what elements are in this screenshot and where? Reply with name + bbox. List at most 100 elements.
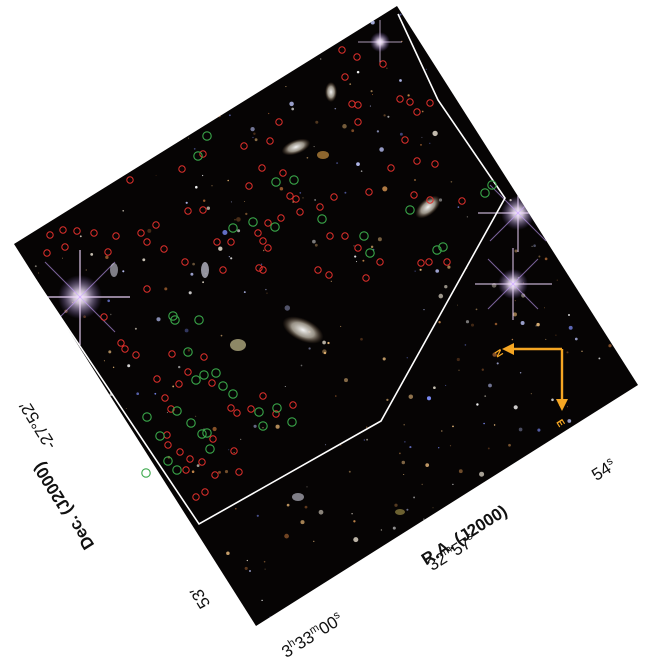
green-source-marker: [170, 315, 180, 325]
background-source: [103, 360, 105, 362]
background-source: [186, 523, 190, 527]
background-source: [81, 28, 83, 30]
background-source: [16, 140, 20, 144]
background-source: [553, 93, 556, 96]
background-source: [122, 270, 125, 273]
background-source: [429, 142, 431, 144]
background-source: [410, 602, 412, 604]
green-source-marker: [202, 131, 212, 141]
background-source: [577, 471, 580, 474]
background-source: [266, 292, 268, 294]
background-source: [406, 508, 409, 511]
red-source-marker: [121, 345, 129, 353]
green-source-marker: [205, 444, 215, 454]
background-source: [134, 18, 138, 23]
background-source: [568, 458, 570, 460]
background-source: [432, 130, 438, 137]
red-source-marker: [266, 137, 274, 145]
background-source: [86, 387, 88, 389]
background-source: [128, 539, 130, 541]
background-source: [263, 560, 266, 563]
background-source: [547, 44, 549, 46]
background-source: [22, 352, 24, 354]
red-source-marker: [73, 227, 81, 235]
green-source-marker: [172, 406, 182, 416]
background-source: [254, 138, 258, 142]
background-source: [33, 383, 36, 386]
red-source-marker: [264, 244, 272, 252]
red-source-marker: [254, 229, 262, 237]
background-source: [50, 560, 54, 565]
background-source: [623, 74, 627, 78]
background-source: [482, 490, 487, 495]
background-source: [518, 427, 523, 432]
background-source: [324, 34, 327, 37]
background-source: [386, 67, 388, 69]
background-source: [229, 114, 231, 117]
background-source: [268, 72, 270, 74]
background-source: [14, 309, 16, 312]
background-source: [110, 477, 115, 482]
background-source: [516, 51, 519, 54]
background-source: [476, 403, 479, 406]
background-source: [372, 593, 374, 595]
background-source: [413, 496, 416, 499]
background-source: [364, 6, 368, 10]
background-source: [517, 510, 520, 512]
background-source: [543, 584, 545, 587]
background-source: [334, 107, 337, 110]
background-source: [353, 520, 356, 523]
background-source: [452, 612, 457, 617]
background-source: [555, 578, 558, 581]
background-source: [196, 464, 200, 467]
background-source: [234, 507, 237, 510]
background-source: [274, 13, 277, 16]
green-source-marker: [202, 428, 212, 438]
red-source-marker: [354, 118, 362, 126]
background-source: [409, 446, 412, 449]
compass-north-arrowhead: [502, 343, 514, 355]
background-source: [423, 518, 425, 520]
background-source: [198, 622, 201, 625]
background-source: [312, 27, 315, 30]
background-source: [275, 424, 280, 429]
red-source-marker: [200, 353, 208, 361]
background-source: [377, 237, 382, 242]
background-source: [610, 20, 614, 24]
background-source: [552, 494, 557, 499]
background-source: [236, 217, 241, 222]
background-source: [604, 439, 606, 441]
red-source-marker: [227, 238, 235, 246]
background-source: [233, 452, 235, 454]
background-source: [568, 186, 570, 188]
background-source: [525, 599, 527, 601]
red-source-marker: [198, 458, 206, 466]
background-source: [306, 486, 308, 488]
background-source: [549, 570, 553, 575]
image-tile: [14, 6, 638, 626]
green-source-marker: [172, 465, 182, 475]
background-source: [608, 541, 610, 543]
background-source: [38, 272, 40, 274]
background-source: [142, 153, 144, 155]
background-source: [577, 37, 581, 40]
background-source: [491, 52, 494, 55]
background-source: [38, 563, 40, 565]
green-source-marker: [405, 205, 415, 215]
background-source: [533, 244, 536, 248]
background-source: [97, 78, 100, 80]
background-source: [48, 453, 51, 455]
background-source: [80, 363, 82, 366]
red-source-marker: [272, 410, 280, 418]
background-source: [348, 470, 351, 473]
red-source-marker: [153, 375, 161, 383]
background-source: [370, 245, 374, 249]
background-source: [433, 386, 436, 390]
background-source: [210, 28, 212, 30]
background-source: [621, 194, 626, 199]
background-source: [382, 357, 386, 361]
background-source: [106, 400, 108, 403]
background-source: [544, 193, 548, 197]
red-source-marker: [59, 226, 67, 234]
background-source: [481, 368, 484, 371]
